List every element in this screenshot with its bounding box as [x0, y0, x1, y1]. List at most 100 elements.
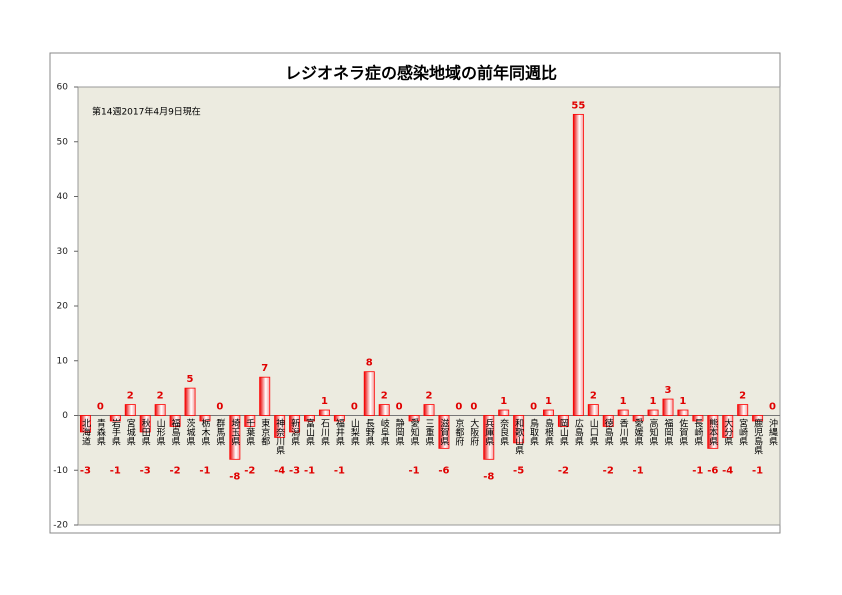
- x-tick-label: 神奈川県: [274, 417, 285, 455]
- x-tick-label: 岡山県: [558, 418, 569, 446]
- bar: [557, 415, 569, 427]
- bar: [363, 371, 375, 416]
- bar: [408, 415, 420, 422]
- value-label: -1: [199, 466, 210, 477]
- bar: [184, 387, 196, 416]
- value-label: -1: [304, 466, 315, 477]
- bar: [692, 415, 704, 422]
- value-label: -1: [692, 466, 703, 477]
- bar: [289, 415, 301, 433]
- bar: [139, 415, 151, 433]
- x-tick-label: 岩手県: [110, 417, 121, 446]
- bar: [333, 415, 345, 422]
- value-label: 1: [679, 396, 686, 407]
- x-tick-label: 鳥取県: [528, 417, 539, 446]
- x-tick-label: 島根県: [543, 417, 554, 446]
- y-tick-label: -10: [53, 466, 68, 476]
- x-tick-label: 福島県: [170, 417, 181, 446]
- x-tick-label: 福岡県: [662, 417, 673, 446]
- bar: [274, 415, 286, 438]
- x-tick-label: 新潟県: [289, 417, 300, 446]
- x-tick-label: 宮城県: [125, 417, 136, 446]
- x-tick-label: 福井県: [334, 417, 345, 446]
- bar: [572, 113, 584, 416]
- x-tick-label: 東京都: [259, 417, 270, 446]
- value-label: 0: [455, 402, 462, 413]
- x-tick-label: 静岡県: [394, 417, 405, 446]
- value-label: 2: [381, 391, 388, 402]
- value-label: 2: [590, 391, 597, 402]
- value-label: 8: [366, 358, 373, 369]
- x-tick-label: 滋賀県: [438, 417, 449, 446]
- x-tick-label: 高知県: [648, 417, 659, 446]
- bar: [617, 409, 629, 416]
- value-label: 2: [739, 391, 746, 402]
- value-label: -8: [229, 471, 240, 482]
- bar: [543, 409, 554, 416]
- bar: [423, 404, 435, 416]
- bar: [244, 415, 256, 427]
- value-label: 0: [396, 402, 403, 413]
- value-label: -1: [334, 466, 345, 477]
- bar: [378, 404, 390, 416]
- x-tick-label: 香川県: [618, 418, 629, 446]
- bar: [259, 376, 271, 416]
- value-label: 5: [187, 374, 194, 385]
- x-tick-label: 山口県: [588, 418, 599, 446]
- value-label: -1: [633, 466, 644, 477]
- value-label: 2: [127, 391, 134, 402]
- x-tick-label: 大分県: [722, 417, 733, 446]
- bar: [722, 415, 734, 438]
- value-label: -6: [707, 466, 718, 477]
- x-tick-label: 沖縄県: [767, 417, 778, 446]
- value-label: 55: [571, 100, 585, 111]
- x-tick-label: 佐賀県: [677, 417, 688, 446]
- chart-title: レジオネラ症の感染地域の前年同週比: [285, 64, 557, 83]
- value-label: 2: [426, 391, 433, 402]
- x-tick-label: 兵庫県: [483, 417, 494, 446]
- y-tick-label: 20: [57, 302, 69, 312]
- x-tick-label: 奈良県: [498, 417, 509, 446]
- x-tick-label: 秋田県: [140, 417, 151, 446]
- plot-area: [77, 86, 781, 526]
- bar: [124, 404, 136, 416]
- x-tick-label: 熊本県: [707, 417, 718, 446]
- value-label: 3: [664, 385, 671, 396]
- x-tick-label: 栃木県: [199, 417, 210, 446]
- value-label: -3: [80, 466, 91, 477]
- x-tick-label: 北海道: [80, 418, 91, 446]
- subtitle: 第14週2017年4月9日現在: [92, 106, 201, 118]
- y-tick-label: 40: [57, 192, 69, 202]
- value-label: 1: [321, 396, 328, 407]
- bar: [677, 409, 689, 416]
- value-label: -3: [289, 466, 300, 477]
- value-label: 1: [500, 396, 507, 407]
- x-tick-label: 青森県: [95, 417, 106, 446]
- bar: [498, 409, 510, 416]
- x-tick-label: 富山県: [304, 417, 315, 446]
- value-label: -4: [722, 466, 733, 477]
- bar: [587, 404, 599, 416]
- bar: [707, 415, 719, 449]
- value-label: 0: [351, 402, 358, 413]
- bar: [438, 415, 450, 449]
- x-tick-label: 長崎県: [692, 418, 703, 446]
- y-tick-label: 30: [57, 247, 69, 257]
- value-label: 0: [769, 402, 776, 413]
- x-tick-label: 埼玉県: [229, 417, 240, 446]
- y-tick-label: 10: [57, 356, 69, 366]
- value-label: -3: [140, 466, 151, 477]
- x-tick-label: 宮崎県: [737, 417, 748, 446]
- bar: [318, 409, 330, 416]
- value-label: -2: [244, 466, 255, 477]
- value-label: -1: [752, 466, 763, 477]
- bar: [737, 404, 749, 416]
- value-label: 0: [97, 402, 104, 413]
- x-tick-label: 三重県: [424, 419, 435, 447]
- bar: [662, 398, 674, 416]
- bar: [647, 409, 659, 416]
- bar: [79, 415, 91, 433]
- x-tick-label: 鹿児島県: [752, 417, 763, 455]
